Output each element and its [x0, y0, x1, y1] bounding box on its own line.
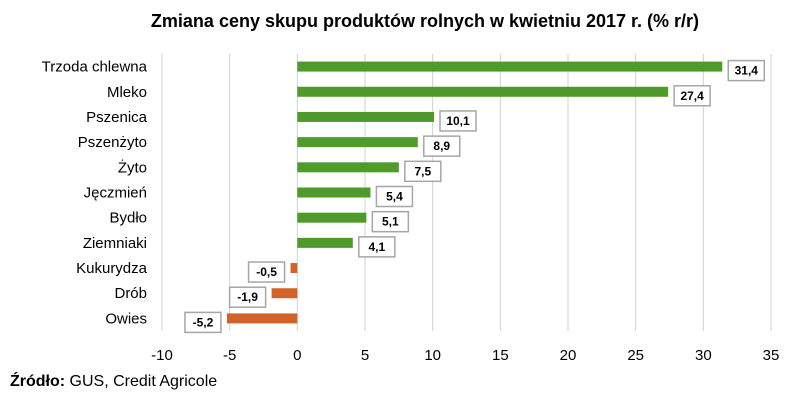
x-tick-label: 25 — [627, 347, 644, 364]
chart-title: Zmiana ceny skupu produktów rolnych w kw… — [151, 11, 699, 31]
x-axis-ticks: -10 -5 0 5 10 15 20 25 30 35 — [151, 347, 779, 364]
data-label: -0,5 — [256, 265, 277, 279]
source-text: GUS, Credit Agricole — [65, 373, 218, 390]
x-tick-label: 0 — [293, 347, 301, 364]
data-labels: 31,4 27,4 10,1 8,97,5 5,4 5,1 4,1 -0,5 -1,9 -5,2 — [184, 59, 766, 334]
data-label: 31,4 — [735, 64, 759, 78]
category-label: Owies — [105, 310, 147, 327]
data-label-box — [247, 261, 286, 283]
category-label: Bydło — [109, 210, 147, 227]
bars — [226, 61, 723, 324]
x-tick-label: 10 — [424, 347, 441, 364]
category-label: Mleko — [107, 84, 147, 101]
x-tick-label: 35 — [763, 347, 780, 364]
bar — [297, 187, 371, 198]
category-label: Kukurydza — [76, 260, 148, 277]
data-label: -1,9 — [237, 290, 258, 304]
data-label-box — [404, 160, 442, 183]
x-tick-label: 30 — [695, 347, 712, 364]
category-labels: Trzoda chlewna Mleko Pszenica Pszenżyto Żyto… — [42, 59, 148, 328]
source-label: Źródło: — [10, 373, 66, 390]
bar — [226, 313, 298, 324]
data-label: 4,1 — [368, 240, 385, 254]
gridlines — [161, 54, 772, 331]
data-label-box — [423, 135, 461, 157]
bar — [271, 288, 298, 299]
data-label: 5,4 — [386, 190, 403, 204]
data-label-box — [371, 210, 410, 233]
bar — [297, 86, 669, 97]
data-label-box — [184, 311, 222, 334]
bar — [297, 137, 418, 148]
category-label: Pszenżyto — [78, 134, 147, 151]
category-label: Trzoda chlewna — [42, 59, 148, 76]
category-label: Żyto — [118, 158, 147, 176]
data-label-box — [673, 85, 711, 107]
data-label-box — [228, 286, 267, 308]
x-tick-label: 15 — [492, 347, 509, 364]
bar — [297, 111, 435, 122]
data-label: 8,9 — [433, 139, 450, 153]
source-note: Źródło: GUS, Credit Agricole — [10, 373, 217, 391]
bar — [297, 237, 353, 248]
data-label-box — [439, 110, 477, 132]
bar — [297, 212, 367, 223]
data-label-box — [375, 185, 414, 208]
data-label: 5,1 — [382, 215, 399, 229]
x-tick-label: -10 — [151, 347, 173, 364]
data-label: 10,1 — [446, 114, 470, 128]
category-label: Drób — [114, 285, 147, 302]
data-label: 7,5 — [414, 164, 431, 178]
bar — [297, 61, 723, 72]
category-label: Ziemniaki — [83, 235, 147, 252]
data-label: -5,2 — [193, 315, 214, 329]
x-tick-label: 20 — [560, 347, 577, 364]
data-label-box — [727, 59, 766, 82]
bar — [297, 162, 399, 173]
x-tick-label: 5 — [361, 347, 369, 364]
category-label: Pszenica — [86, 109, 148, 126]
data-label-box — [358, 236, 396, 258]
bar — [290, 263, 298, 274]
data-label: 27,4 — [680, 89, 704, 103]
category-label: Jęczmień — [84, 185, 147, 202]
x-tick-label: -5 — [223, 347, 236, 364]
